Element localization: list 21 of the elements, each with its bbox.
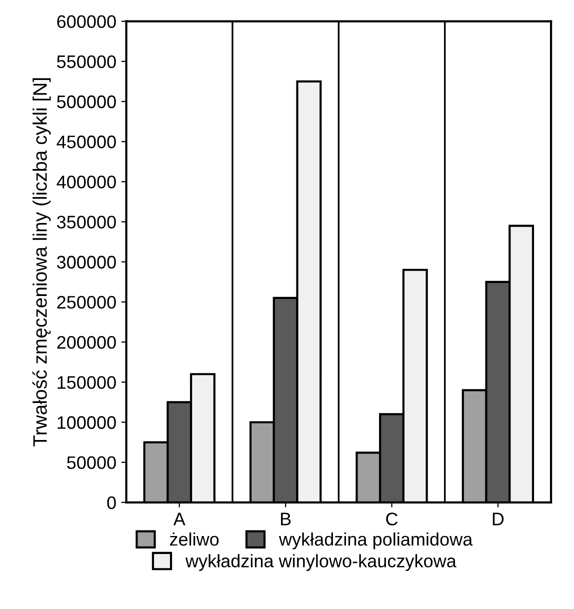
y-tick-label: 100000 <box>58 416 116 429</box>
legend-label: wykładzina winylowo-kauczykowa <box>185 554 456 571</box>
y-tick-label: 550000 <box>57 55 116 68</box>
y-tick-label: 0 <box>107 496 116 510</box>
y-tick-label: 300000 <box>57 256 116 269</box>
y-tick-label: 150000 <box>58 376 116 389</box>
y-tick-label: 250000 <box>57 296 116 309</box>
x-tick-label: D <box>492 512 504 526</box>
y-tick-label: 200000 <box>57 336 116 349</box>
x-tick-label: A <box>173 512 186 526</box>
legend-label: żeliwo <box>170 532 219 546</box>
y-tick-label: 350000 <box>57 216 116 228</box>
y-tick-label: 50000 <box>67 456 116 470</box>
y-tick-label: 400000 <box>56 176 116 188</box>
legend-label: wykładzina poliamidowa <box>278 532 473 550</box>
y-tick-label: 500000 <box>57 95 116 108</box>
y-axis-title: Trwałość zmęczeniowa liny (liczba cykli [N] <box>32 78 51 446</box>
y-tick-label: 600000 <box>57 15 116 28</box>
y-tick-label: 450000 <box>56 136 116 148</box>
x-tick-label: C <box>386 512 398 526</box>
x-tick-label: B <box>281 512 291 526</box>
